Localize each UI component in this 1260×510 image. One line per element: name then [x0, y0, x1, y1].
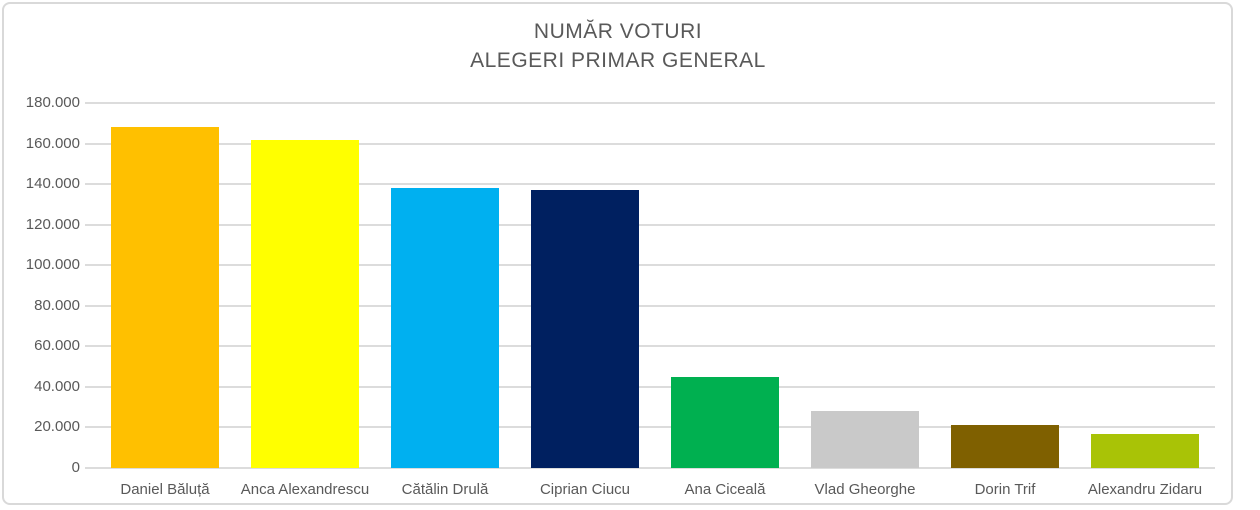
x-category-label-dorin-trif: Dorin Trif	[974, 481, 1036, 498]
bar-dorin-trif	[951, 425, 1059, 468]
chart-title-line-2: ALEGERI PRIMAR GENERAL	[470, 49, 766, 72]
y-tick-label-180-000: 180.000	[25, 94, 80, 111]
x-category-label-ciprian-ciucu: Ciprian Ciucu	[539, 481, 631, 498]
x-category-label-alexandru-zidaru: Alexandru Zidaru	[1087, 481, 1203, 498]
gridline-180-000	[85, 102, 1215, 104]
chart-title-line-1: NUMĂR VOTURI	[533, 20, 703, 43]
x-axis: Daniel Băluță Anca Alexandrescu Cătălin Dr…	[95, 481, 1215, 499]
x-category-label-daniel-baluta: Daniel Băluță	[120, 481, 210, 498]
y-tick-label-0: 0	[71, 459, 80, 476]
bar-alexandru-zidaru	[1091, 433, 1199, 468]
gridline-160-000	[85, 142, 1215, 145]
gridline-40-000	[85, 385, 1215, 388]
bar-ciprian-ciucu	[531, 190, 639, 468]
bar-anca-alexandrescu	[251, 139, 359, 468]
x-category-label-vlad-gheorghe: Vlad Gheorghe	[814, 481, 916, 498]
x-category-label-ana-ciceala: Ana Ciceală	[684, 481, 766, 498]
bar-ana-ciceala	[671, 376, 779, 468]
y-tick-label-80-000: 80.000	[34, 296, 80, 314]
y-tick-label-40-000: 40.000	[34, 377, 80, 395]
gridline-80-000	[85, 304, 1215, 307]
gridline-100-000	[85, 264, 1215, 267]
y-tick-label-60-000: 60.000	[34, 337, 80, 355]
bar-daniel-baluta	[111, 127, 219, 468]
gridline-60-000	[85, 345, 1215, 348]
gridline-120-000	[85, 223, 1215, 226]
gridline-140-000	[85, 183, 1215, 186]
plot-area	[85, 102, 1215, 469]
y-tick-label-160-000: 160.000	[25, 134, 80, 152]
y-tick-label-100-000: 100.000	[25, 256, 80, 274]
gridline-0	[85, 467, 1215, 469]
gridline-20-000	[85, 426, 1215, 429]
chart-title: NUMĂR VOTURI ALEGERI PRIMAR GENERAL	[0, 17, 1236, 75]
y-tick-label-140-000: 140.000	[25, 175, 80, 193]
y-tick-label-120-000: 120.000	[25, 215, 80, 233]
x-category-label-anca-alexandrescu: Anca Alexandrescu	[240, 481, 370, 498]
x-category-label-catalin-drula: Cătălin Drulă	[401, 481, 489, 498]
bar-catalin-drula	[391, 188, 499, 468]
y-tick-label-20-000: 20.000	[34, 418, 80, 436]
bar-vlad-gheorghe	[811, 411, 919, 468]
